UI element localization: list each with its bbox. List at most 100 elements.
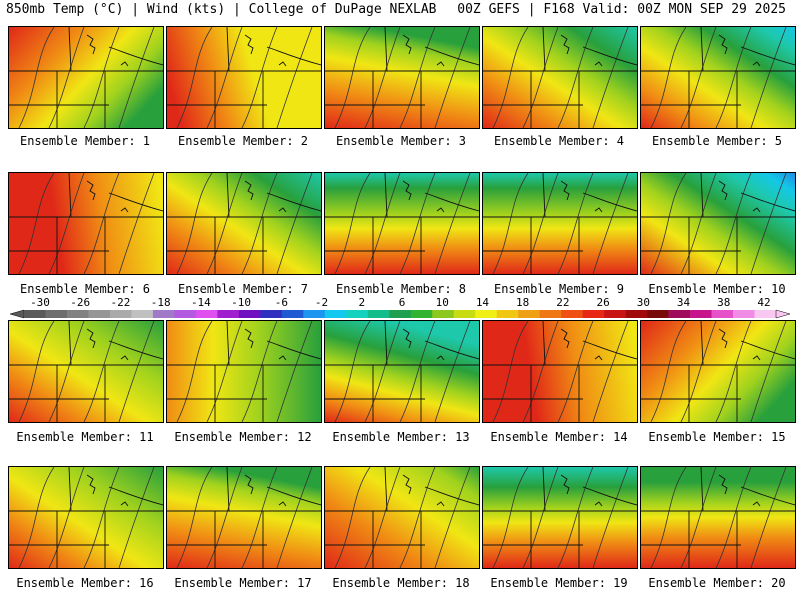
colorbar-tick-label: -10 <box>231 296 252 309</box>
colorbar-swatch <box>475 310 497 318</box>
colorbar-swatch <box>346 310 369 318</box>
state-border <box>226 467 230 512</box>
lake-outline <box>718 34 761 67</box>
colorbar-swatch <box>754 310 777 318</box>
colorbar-swatch <box>604 310 626 318</box>
state-border <box>226 27 230 72</box>
ensemble-member-caption: Ensemble Member: 17 <box>174 576 312 590</box>
state-border <box>68 27 72 72</box>
temperature-field <box>483 27 637 128</box>
ensemble-member-caption: Ensemble Member: 6 <box>19 282 151 296</box>
isotherm-contour <box>241 321 278 422</box>
isotherm-contour <box>334 467 371 568</box>
ensemble-map-panel <box>324 172 480 275</box>
state-border <box>740 340 795 360</box>
temperature-map <box>641 173 795 274</box>
temperature-map <box>9 173 163 274</box>
state-border <box>700 321 704 366</box>
lake-outline <box>718 474 761 507</box>
isotherm-contour <box>118 467 155 568</box>
colorbar-swatch <box>539 310 562 318</box>
temperature-field <box>9 27 163 128</box>
state-border <box>424 46 479 66</box>
isotherm-contour <box>680 27 717 128</box>
state-border <box>384 27 388 72</box>
temperature-field <box>167 467 321 568</box>
ensemble-map-panel <box>482 320 638 423</box>
state-border <box>68 321 72 366</box>
state-border <box>582 192 637 212</box>
ensemble-map-panel <box>8 26 164 129</box>
state-border <box>582 340 637 360</box>
temperature-map <box>167 27 321 128</box>
colorbar-swatch <box>733 310 755 318</box>
isotherm-contour <box>650 467 687 568</box>
isotherm-contour <box>206 467 243 568</box>
temperature-map <box>641 27 795 128</box>
isotherm-contour <box>592 321 629 422</box>
state-border <box>68 467 72 512</box>
temperature-map <box>167 321 321 422</box>
temperature-field <box>9 467 163 568</box>
isotherm-contour <box>557 467 594 568</box>
temperature-field <box>325 173 479 274</box>
state-border <box>384 173 388 218</box>
state-border <box>424 486 479 506</box>
isotherm-contour <box>399 27 436 128</box>
ensemble-map-panel <box>482 26 638 129</box>
colorbar-swatch <box>281 310 304 318</box>
colorbar-tick-label: -14 <box>190 296 211 309</box>
isotherm-contour <box>18 173 55 274</box>
lake-outline <box>560 34 603 67</box>
colorbar-tick-label: -30 <box>30 296 50 309</box>
ensemble-map-panel <box>166 172 322 275</box>
ensemble-map-panel <box>324 320 480 423</box>
isotherm-contour <box>750 467 787 568</box>
isotherm-contour <box>276 321 313 422</box>
isotherm-contour <box>18 467 55 568</box>
colorbar-tick-label: 34 <box>676 296 691 309</box>
colorbar-tick-label: 42 <box>757 296 771 309</box>
ensemble-member-caption: Ensemble Member: 9 <box>493 282 625 296</box>
ensemble-map-panel <box>8 320 164 423</box>
isotherm-contour <box>48 27 85 128</box>
temperature-field <box>167 173 321 274</box>
colorbar-swatch <box>131 310 154 318</box>
state-border <box>384 467 388 512</box>
temperature-map <box>641 467 795 568</box>
isotherm-contour <box>592 27 629 128</box>
isotherm-contour <box>715 173 752 274</box>
lake-outline <box>86 474 129 507</box>
colorbar-swatch <box>174 310 197 318</box>
ensemble-member-caption: Ensemble Member: 5 <box>651 134 783 148</box>
temperature-field <box>641 321 795 422</box>
isotherm-contour <box>522 27 559 128</box>
temperature-field <box>9 173 163 274</box>
temperature-field <box>641 467 795 568</box>
isotherm-contour <box>48 321 85 422</box>
colorbar-tick-label: -26 <box>70 296 91 309</box>
ensemble-member-caption: Ensemble Member: 2 <box>177 134 309 148</box>
colorbar-swatch <box>324 310 347 318</box>
temperature-field <box>483 173 637 274</box>
isotherm-contour <box>434 321 471 422</box>
isotherm-contour <box>241 27 278 128</box>
isotherm-contour <box>680 173 717 274</box>
ensemble-member-caption: Ensemble Member: 16 <box>16 576 154 590</box>
colorbar-tick-label: 18 <box>516 296 530 309</box>
colorbar-tick-label: 2 <box>358 296 366 309</box>
state-border <box>582 486 637 506</box>
isotherm-contour <box>118 27 155 128</box>
lake-outline <box>718 328 761 361</box>
state-border <box>384 321 388 366</box>
colorbar-swatch <box>496 310 519 318</box>
isotherm-contour <box>206 173 243 274</box>
state-border <box>266 46 321 66</box>
colorbar-swatch <box>260 310 283 318</box>
ensemble-map-panel <box>324 466 480 569</box>
temperature-map <box>9 27 163 128</box>
isotherm-contour <box>334 321 371 422</box>
isotherm-contour <box>118 173 155 274</box>
colorbar-swatch <box>518 310 540 318</box>
isotherm-contour <box>364 27 401 128</box>
